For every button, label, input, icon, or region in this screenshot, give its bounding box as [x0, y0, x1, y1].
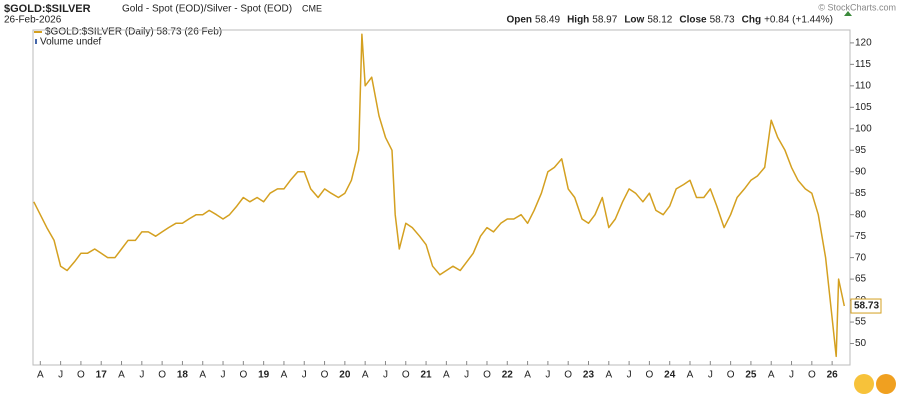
x-tick-label: 20 — [339, 370, 351, 381]
x-tick-label: J — [58, 370, 63, 381]
copyright: © StockCharts.com — [818, 2, 896, 12]
x-tick-label: A — [281, 370, 288, 381]
y-tick-label: 90 — [855, 166, 867, 177]
y-tick-label: 120 — [855, 38, 872, 49]
last-value-box — [850, 298, 882, 314]
x-tick-label: A — [199, 370, 206, 381]
y-tick-label: 85 — [855, 188, 867, 199]
y-tick-label: 95 — [855, 145, 867, 156]
x-tick-label: O — [564, 370, 572, 381]
x-tick-label: 18 — [177, 370, 189, 381]
description: Gold - Spot (EOD)/Silver - Spot (EOD) — [122, 4, 292, 15]
x-tick-label: J — [221, 370, 226, 381]
x-tick-label: A — [524, 370, 531, 381]
x-tick-label: A — [768, 370, 775, 381]
x-tick-label: O — [483, 370, 491, 381]
quote-label: Open — [506, 15, 532, 26]
price-line — [33, 33, 846, 358]
quote: Open 58.49 High 58.97 Low 58.12 Close 58.73 Chg +… — [506, 15, 833, 26]
y-tick-label: 105 — [855, 102, 872, 113]
x-tick-label: 24 — [664, 370, 676, 381]
y-tick-label: 115 — [855, 59, 871, 70]
x-tick-label: O — [239, 370, 247, 381]
quote-label: Close — [679, 15, 707, 26]
x-tick-label: A — [118, 370, 125, 381]
exchange: CME — [302, 3, 322, 13]
x-tick-label: 23 — [583, 370, 595, 381]
x-tick-label: 17 — [96, 370, 108, 381]
x-tick-label: O — [402, 370, 410, 381]
x-tick-label: A — [605, 370, 612, 381]
last-value-label: 58.73 — [854, 301, 879, 312]
plot-frame — [32, 29, 851, 366]
up-arrow — [844, 11, 852, 16]
x-tick-label: J — [464, 370, 469, 381]
x-tick-label: O — [646, 370, 654, 381]
x-tick-label: A — [687, 370, 694, 381]
x-tick-label: J — [789, 370, 794, 381]
x-tick-label: 22 — [502, 370, 514, 381]
y-tick-label: 50 — [855, 338, 867, 349]
quote-label: High — [567, 15, 589, 26]
symbol: $GOLD:$SILVER — [4, 3, 91, 15]
x-tick-label: O — [158, 370, 166, 381]
x-tick-label: 25 — [745, 370, 757, 381]
y-tick-label: 80 — [855, 209, 867, 220]
x-tick-label: 26 — [827, 370, 839, 381]
legend-entry: $GOLD:$SILVER (Daily) 58.73 (26 Feb) — [45, 27, 222, 38]
x-tick-label: A — [37, 370, 44, 381]
icon — [876, 374, 896, 394]
x-tick-label: J — [383, 370, 388, 381]
quote-label: Chg — [742, 15, 761, 26]
x-tick-label: J — [139, 370, 144, 381]
y-tick-label: 65 — [855, 274, 867, 285]
x-tick-label: O — [321, 370, 329, 381]
x-tick-label: O — [727, 370, 735, 381]
x-tick-label: O — [808, 370, 816, 381]
quote-value: 58.49 — [535, 15, 560, 26]
x-tick-label: J — [627, 370, 632, 381]
y-tick-label: 75 — [855, 231, 867, 242]
volume-note: Volume undef — [40, 37, 101, 48]
x-tick-label: O — [77, 370, 85, 381]
y-tick-label: 70 — [855, 252, 867, 263]
y-tick-label: 55 — [855, 317, 867, 328]
y-tick-label: 110 — [855, 80, 871, 91]
x-tick-label: J — [708, 370, 713, 381]
x-tick-label: 19 — [258, 370, 270, 381]
quote-label: Low — [624, 15, 644, 26]
volume-icon — [35, 39, 37, 44]
x-tick-label: 21 — [421, 370, 433, 381]
icon — [854, 374, 874, 394]
quote-value: 58.73 — [710, 15, 735, 26]
y-tick-label: 100 — [855, 123, 872, 134]
quote-value: +0.84 (+1.44%) — [764, 15, 833, 26]
x-tick-label: J — [302, 370, 307, 381]
x-tick-label: A — [362, 370, 369, 381]
quote-value: 58.12 — [647, 15, 672, 26]
date: 26-Feb-2026 — [4, 15, 62, 26]
x-tick-label: A — [443, 370, 450, 381]
x-tick-label: J — [545, 370, 550, 381]
quote-value: 58.97 — [592, 15, 617, 26]
